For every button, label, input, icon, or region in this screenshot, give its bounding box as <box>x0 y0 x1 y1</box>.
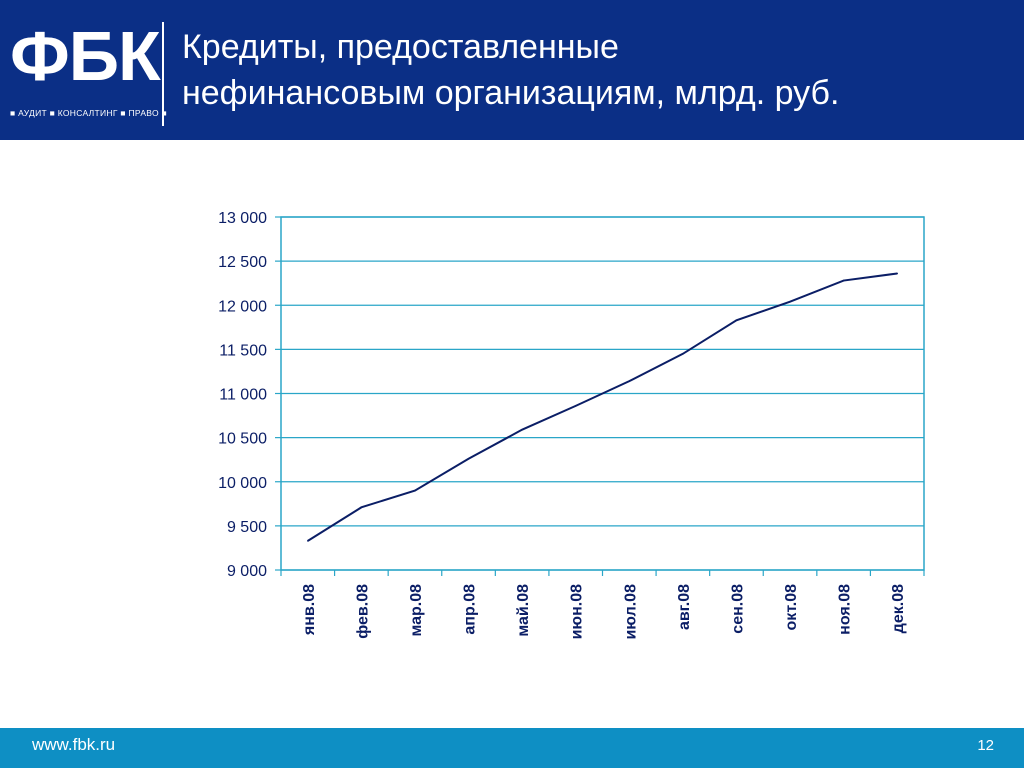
x-tick-label: авг.08 <box>676 584 693 630</box>
y-tick-label: 9 500 <box>227 519 267 536</box>
x-tick-label: май.08 <box>515 584 532 637</box>
data-point <box>682 352 684 355</box>
logo-tagline: ■ АУДИТ ■ КОНСАЛТИНГ ■ ПРАВО ■ <box>10 108 167 118</box>
data-point <box>842 279 845 282</box>
y-tick-label: 12 000 <box>218 298 267 315</box>
footer-bar: www.fbk.ru 12 <box>0 728 1024 768</box>
x-tick-label: апр.08 <box>462 584 479 635</box>
data-point <box>789 300 791 303</box>
x-tick-label: июн.08 <box>569 584 586 640</box>
logo-divider <box>162 22 164 126</box>
y-tick-label: 12 500 <box>218 254 267 271</box>
slide-title: Кредиты, предоставленные нефинансовым ор… <box>182 24 1012 116</box>
x-tick-label: сен.08 <box>729 584 746 634</box>
data-point <box>521 428 523 431</box>
y-tick-label: 9 000 <box>227 563 267 580</box>
data-point <box>574 405 577 407</box>
y-tick-label: 11 500 <box>219 342 267 359</box>
data-point <box>360 506 363 509</box>
x-tick-label: фев.08 <box>354 584 371 639</box>
y-tick-label: 10 500 <box>218 431 267 448</box>
x-tick-label: янв.08 <box>301 584 318 636</box>
data-point <box>735 319 738 322</box>
y-tick-label: 11 000 <box>219 387 267 404</box>
x-tick-label: ноя.08 <box>837 584 854 635</box>
data-point <box>414 489 416 492</box>
page-number: 12 <box>977 737 994 754</box>
data-point <box>896 272 899 275</box>
slide-title-line2: нефинансовым организациям, млрд. руб. <box>182 74 840 112</box>
header-bar: ФБК ■ АУДИТ ■ КОНСАЛТИНГ ■ ПРАВО ■ Креди… <box>0 0 1024 140</box>
x-tick-label: дек.08 <box>890 584 907 633</box>
data-point <box>467 458 470 460</box>
y-tick-label: 10 000 <box>218 475 267 492</box>
y-tick-label: 13 000 <box>218 210 267 227</box>
fbk-logo: ФБК <box>10 17 161 95</box>
x-tick-label: июл.08 <box>622 584 639 640</box>
series-line <box>307 272 898 542</box>
x-tick-label: мар.08 <box>408 584 425 637</box>
x-tick-label: окт.08 <box>783 584 800 631</box>
data-point <box>628 380 631 382</box>
data-point <box>306 540 309 542</box>
slide-title-line1: Кредиты, предоставленные <box>182 28 619 66</box>
footer-url[interactable]: www.fbk.ru <box>32 735 116 754</box>
